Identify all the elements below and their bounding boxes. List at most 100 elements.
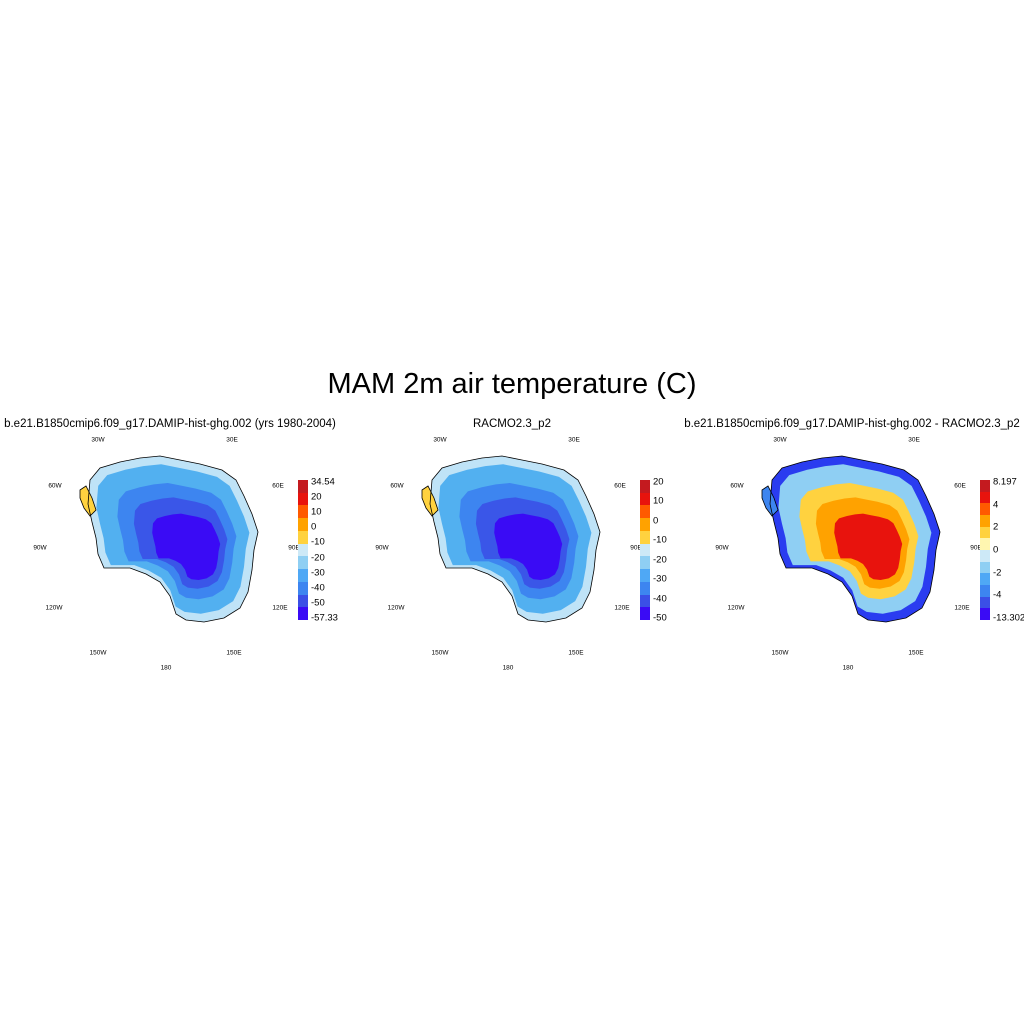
colorbar-segment bbox=[298, 594, 308, 608]
colorbar-tick-label: -13.302 bbox=[993, 612, 1024, 624]
longitude-label-e120: 120E bbox=[272, 604, 288, 612]
colorbar-tick-label: 0 bbox=[311, 521, 317, 533]
longitude-label-e60: 60E bbox=[954, 482, 966, 490]
longitude-label-w60: 60W bbox=[390, 482, 404, 490]
colorbar-tick-label: 34.54 bbox=[311, 476, 335, 488]
colorbar-tick-label: -57.33 bbox=[311, 612, 338, 624]
colorbar-segment bbox=[298, 480, 308, 494]
panel-title-model: b.e21.B1850cmip6.f09_g17.DAMIP-hist-ghg.… bbox=[4, 418, 336, 430]
longitude-label-e30: 30E bbox=[226, 436, 238, 444]
colorbar-tick-label: 10 bbox=[653, 495, 664, 507]
colorbar-segment bbox=[298, 607, 308, 621]
antarctica-map bbox=[79, 455, 259, 623]
panel-model: b.e21.B1850cmip6.f09_g17.DAMIP-hist-ghg.… bbox=[0, 418, 340, 680]
colorbar-segment bbox=[298, 543, 308, 557]
ice-sheet-core bbox=[152, 513, 221, 580]
colorbar-segment bbox=[640, 530, 650, 545]
colorbar bbox=[640, 480, 650, 621]
peninsula-coastline bbox=[421, 485, 439, 517]
colorbar-tick-label: -50 bbox=[311, 597, 325, 609]
colorbar-tick-label: -4 bbox=[993, 589, 1002, 601]
longitude-label-w60: 60W bbox=[48, 482, 62, 490]
longitude-label-e60: 60E bbox=[614, 482, 626, 490]
colorbar-segment bbox=[298, 518, 308, 532]
ice-sheet-core bbox=[494, 513, 563, 580]
colorbar-segment bbox=[298, 492, 308, 506]
colorbar-segment bbox=[980, 480, 990, 493]
panel-title-diff: b.e21.B1850cmip6.f09_g17.DAMIP-hist-ghg.… bbox=[684, 418, 1020, 430]
colorbar bbox=[298, 480, 308, 621]
longitude-label-e60: 60E bbox=[272, 482, 284, 490]
antarctica-map bbox=[421, 455, 601, 623]
colorbar-segment bbox=[980, 550, 990, 563]
longitude-label-d180: 180 bbox=[502, 664, 514, 672]
colorbar-tick-label: 8.197 bbox=[993, 476, 1017, 488]
longitude-label-e120: 120E bbox=[614, 604, 630, 612]
colorbar-segment bbox=[298, 581, 308, 596]
colorbar-tick-label: -40 bbox=[311, 582, 325, 594]
longitude-label-w90: 90W bbox=[33, 544, 47, 552]
colorbar-tick-label: 4 bbox=[993, 499, 999, 511]
colorbar-segment bbox=[640, 607, 650, 621]
colorbar-tick-label: -30 bbox=[311, 567, 325, 579]
colorbar-segment bbox=[640, 492, 650, 506]
colorbar bbox=[980, 480, 990, 621]
colorbar-segment bbox=[980, 561, 990, 574]
longitude-label-w150: 150W bbox=[431, 649, 449, 657]
colorbar-segment bbox=[980, 573, 990, 586]
colorbar-segment bbox=[980, 491, 990, 504]
colorbar-tick-label: -30 bbox=[653, 573, 667, 585]
colorbar-segment bbox=[640, 518, 650, 532]
colorbar-segment bbox=[980, 585, 990, 598]
colorbar-tick-label: 2 bbox=[993, 521, 999, 533]
longitude-label-e30: 30E bbox=[568, 436, 580, 444]
peninsula-coastline bbox=[79, 485, 97, 517]
colorbar-tick-label: -10 bbox=[311, 536, 325, 548]
longitude-label-w150: 150W bbox=[771, 649, 789, 657]
colorbar-segment bbox=[980, 608, 990, 621]
colorbar-tick-label: 10 bbox=[311, 506, 322, 518]
longitude-label-e30: 30E bbox=[908, 436, 920, 444]
colorbar-segment bbox=[640, 543, 650, 557]
longitude-label-w120: 120W bbox=[727, 604, 745, 612]
colorbar-tick-label: -40 bbox=[653, 593, 667, 605]
longitude-label-e120: 120E bbox=[954, 604, 970, 612]
longitude-label-w30: 30W bbox=[773, 436, 787, 444]
panel-diff: b.e21.B1850cmip6.f09_g17.DAMIP-hist-ghg.… bbox=[682, 418, 1024, 680]
colorbar-segment bbox=[298, 556, 308, 570]
colorbar-tick-label: -2 bbox=[993, 567, 1002, 579]
longitude-label-w150: 150W bbox=[89, 649, 107, 657]
coastline bbox=[87, 455, 259, 623]
longitude-label-w30: 30W bbox=[91, 436, 105, 444]
colorbar-segment bbox=[640, 569, 650, 583]
colorbar-tick-label: -20 bbox=[311, 552, 325, 564]
colorbar-segment bbox=[298, 530, 308, 545]
longitude-label-w120: 120W bbox=[387, 604, 405, 612]
coastline bbox=[769, 455, 941, 623]
longitude-label-d180: 180 bbox=[842, 664, 854, 672]
longitude-label-w90: 90W bbox=[715, 544, 729, 552]
coastline bbox=[429, 455, 601, 623]
longitude-label-e90: 90E bbox=[630, 544, 642, 552]
colorbar-tick-label: -50 bbox=[653, 612, 667, 624]
longitude-label-e150: 150E bbox=[908, 649, 924, 657]
colorbar-tick-label: 20 bbox=[653, 476, 664, 488]
longitude-label-w30: 30W bbox=[433, 436, 447, 444]
antarctica-map bbox=[761, 455, 941, 623]
longitude-label-w120: 120W bbox=[45, 604, 63, 612]
colorbar-segment bbox=[640, 480, 650, 494]
longitude-label-w60: 60W bbox=[730, 482, 744, 490]
ice-sheet-core bbox=[834, 513, 903, 580]
peninsula-coastline bbox=[761, 485, 779, 517]
colorbar-tick-label: 20 bbox=[311, 491, 322, 503]
longitude-label-e150: 150E bbox=[226, 649, 242, 657]
panel-title-obs: RACMO2.3_p2 bbox=[473, 418, 551, 430]
colorbar-tick-label: -20 bbox=[653, 554, 667, 566]
longitude-label-w90: 90W bbox=[375, 544, 389, 552]
colorbar-tick-label: 0 bbox=[653, 515, 659, 527]
colorbar-segment bbox=[980, 515, 990, 528]
longitude-label-e90: 90E bbox=[970, 544, 982, 552]
colorbar-segment bbox=[640, 581, 650, 596]
colorbar-segment bbox=[298, 505, 308, 519]
colorbar-segment bbox=[980, 596, 990, 609]
